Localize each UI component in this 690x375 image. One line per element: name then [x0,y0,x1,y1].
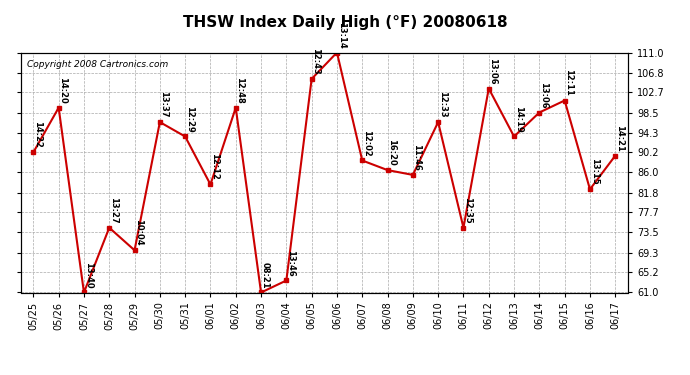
Text: THSW Index Daily High (°F) 20080618: THSW Index Daily High (°F) 20080618 [183,15,507,30]
Text: 12:48: 12:48 [235,77,244,104]
Text: 13:37: 13:37 [159,92,168,118]
Text: 13:46: 13:46 [286,250,295,276]
Text: 13:27: 13:27 [109,197,118,223]
Text: 13:06: 13:06 [539,82,548,108]
Text: 16:20: 16:20 [387,139,396,166]
Text: 14:21: 14:21 [615,124,624,152]
Text: 14:22: 14:22 [33,121,42,148]
Text: 12:02: 12:02 [362,130,371,156]
Text: 13:14: 13:14 [337,22,346,48]
Text: 13:40: 13:40 [83,262,92,288]
Text: 12:33: 12:33 [438,91,447,118]
Text: 08:21: 08:21 [261,262,270,288]
Text: 14:19: 14:19 [514,106,523,132]
Text: Copyright 2008 Cartronics.com: Copyright 2008 Cartronics.com [27,60,168,69]
Text: 13:15: 13:15 [590,158,599,185]
Text: 14:20: 14:20 [59,77,68,104]
Text: 11:46: 11:46 [413,144,422,171]
Text: 12:35: 12:35 [463,197,472,223]
Text: 12:43: 12:43 [311,48,320,75]
Text: 12:29: 12:29 [185,106,194,132]
Text: 10:04: 10:04 [135,219,144,246]
Text: 12:12: 12:12 [210,153,219,180]
Text: 12:11: 12:11 [564,69,573,96]
Text: 13:06: 13:06 [489,58,497,84]
